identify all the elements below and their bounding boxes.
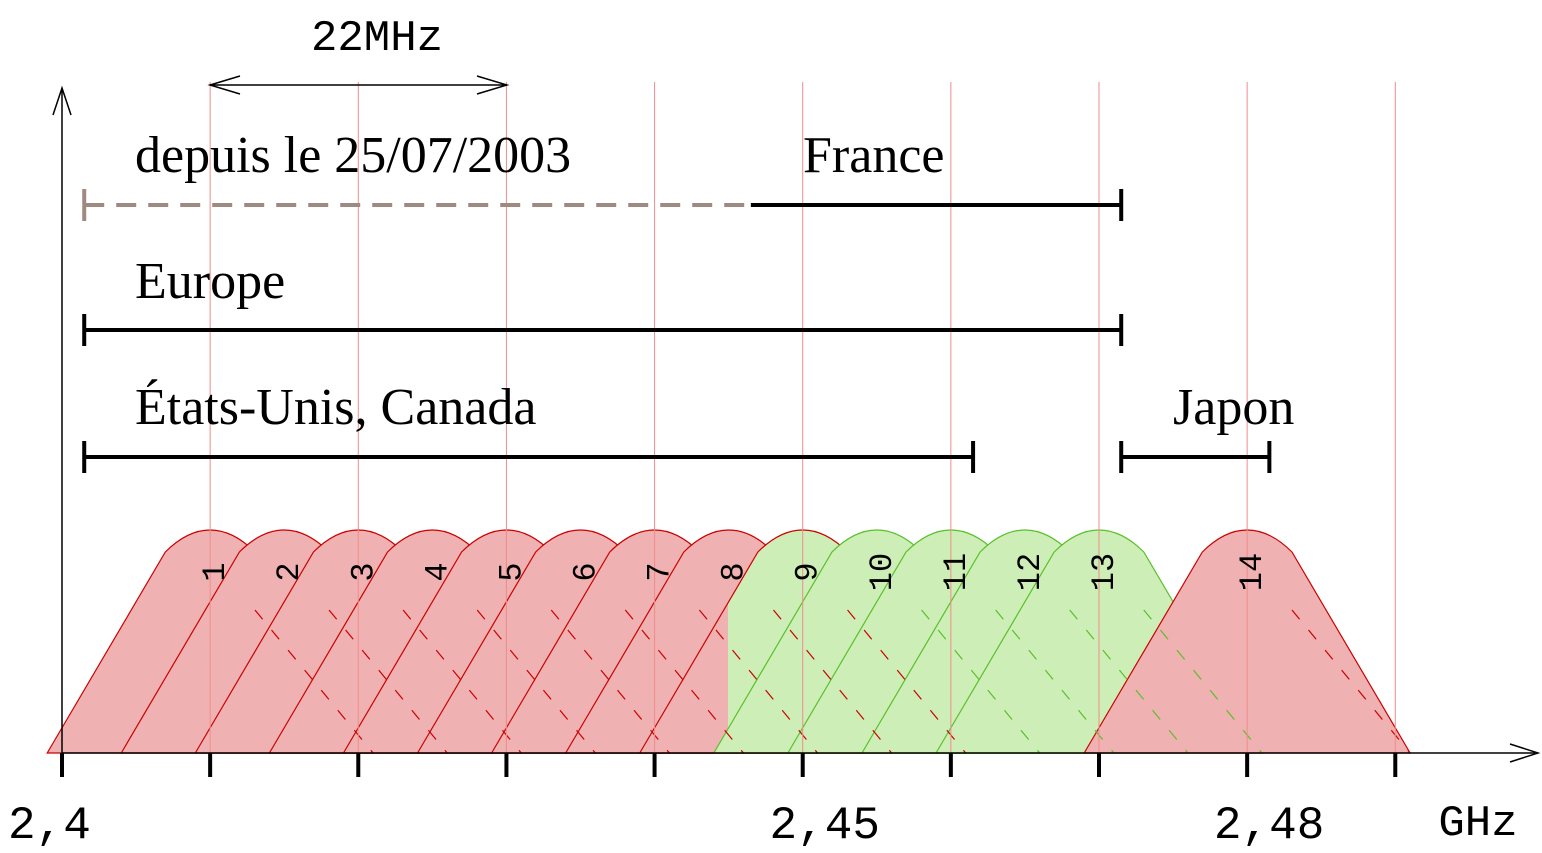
channel-14-label: 14	[1234, 553, 1271, 591]
channel-13-dashed-edge	[1143, 609, 1263, 754]
region-0: depuis le 25/07/2003	[82, 127, 751, 221]
channel-4-label: 4	[419, 562, 456, 581]
channel-8-label: 8	[716, 562, 753, 581]
channel-12-dashed-edge	[1069, 609, 1189, 754]
channel-2-label: 2	[271, 562, 308, 581]
region-1: France	[750, 127, 1124, 221]
channel-10-dashed-edge	[921, 609, 1041, 754]
regulatory-regions: depuis le 25/07/2003 France Europe États-Un…	[82, 127, 1294, 473]
region-label: Japon	[1173, 379, 1294, 436]
channel-3-dashed-edge	[402, 609, 522, 754]
channel-5-dashed-edge	[550, 609, 670, 754]
channel-7-dashed-edge	[698, 609, 818, 754]
channel-10-label: 10	[864, 553, 901, 591]
channel-5-label: 5	[493, 562, 530, 581]
channel-1-dashed-edge	[254, 609, 374, 754]
frequency-axis: 2,4 2,45 2,48	[8, 85, 1541, 852]
channel-14-dashed-edge	[1291, 609, 1411, 754]
channel-center-gridlines	[209, 82, 1396, 753]
channel-11-label: 11	[938, 553, 975, 591]
region-label: Europe	[135, 253, 285, 310]
y-axis-arrowhead	[52, 85, 72, 116]
region-4: Japon	[1119, 379, 1294, 473]
channel-12-label: 12	[1012, 553, 1049, 591]
channel-4-dashed-edge	[476, 609, 596, 754]
region-label: depuis le 25/07/2003	[135, 127, 571, 184]
channel-7-label: 7	[642, 562, 679, 581]
channel-6-dashed-edge	[624, 609, 744, 754]
x-axis-arrowhead	[1509, 743, 1541, 763]
channel-8-dashed-edge	[772, 609, 893, 754]
channel-3-label: 3	[345, 562, 382, 581]
channel-1-label: 1	[197, 562, 234, 581]
span-arrow-right-head	[476, 75, 510, 95]
channel-9-label: 9	[790, 562, 827, 581]
channel-dashed-edges	[254, 609, 1411, 754]
channel-9-dashed-edge	[847, 609, 967, 754]
x-tick-label: 2,4	[8, 800, 91, 852]
channel-labels: 1 2 3 4 5 6 7 8 9 10 11 12 13 14	[197, 553, 1271, 591]
channel-2-dashed-edge	[328, 609, 448, 754]
region-label: France	[803, 127, 944, 184]
x-tick-label: 2,48	[1214, 800, 1324, 852]
axis-unit-label: GHz	[1438, 799, 1517, 849]
span-arrow-left-head	[207, 75, 241, 95]
x-tick-label: 2,45	[770, 800, 880, 852]
channel-13-label: 13	[1086, 553, 1123, 591]
channel-6-label: 6	[568, 562, 605, 581]
region-2: Europe	[82, 253, 1124, 346]
span-label: 22MHz	[311, 14, 443, 64]
channel-9-shape	[639, 602, 728, 753]
channel-curves	[46, 529, 1412, 754]
region-3: États-Unis, Canada	[82, 378, 976, 473]
span-annotation: 22MHz	[207, 14, 510, 95]
channel-11-dashed-edge	[995, 609, 1115, 754]
region-label: États-Unis, Canada	[135, 378, 536, 436]
